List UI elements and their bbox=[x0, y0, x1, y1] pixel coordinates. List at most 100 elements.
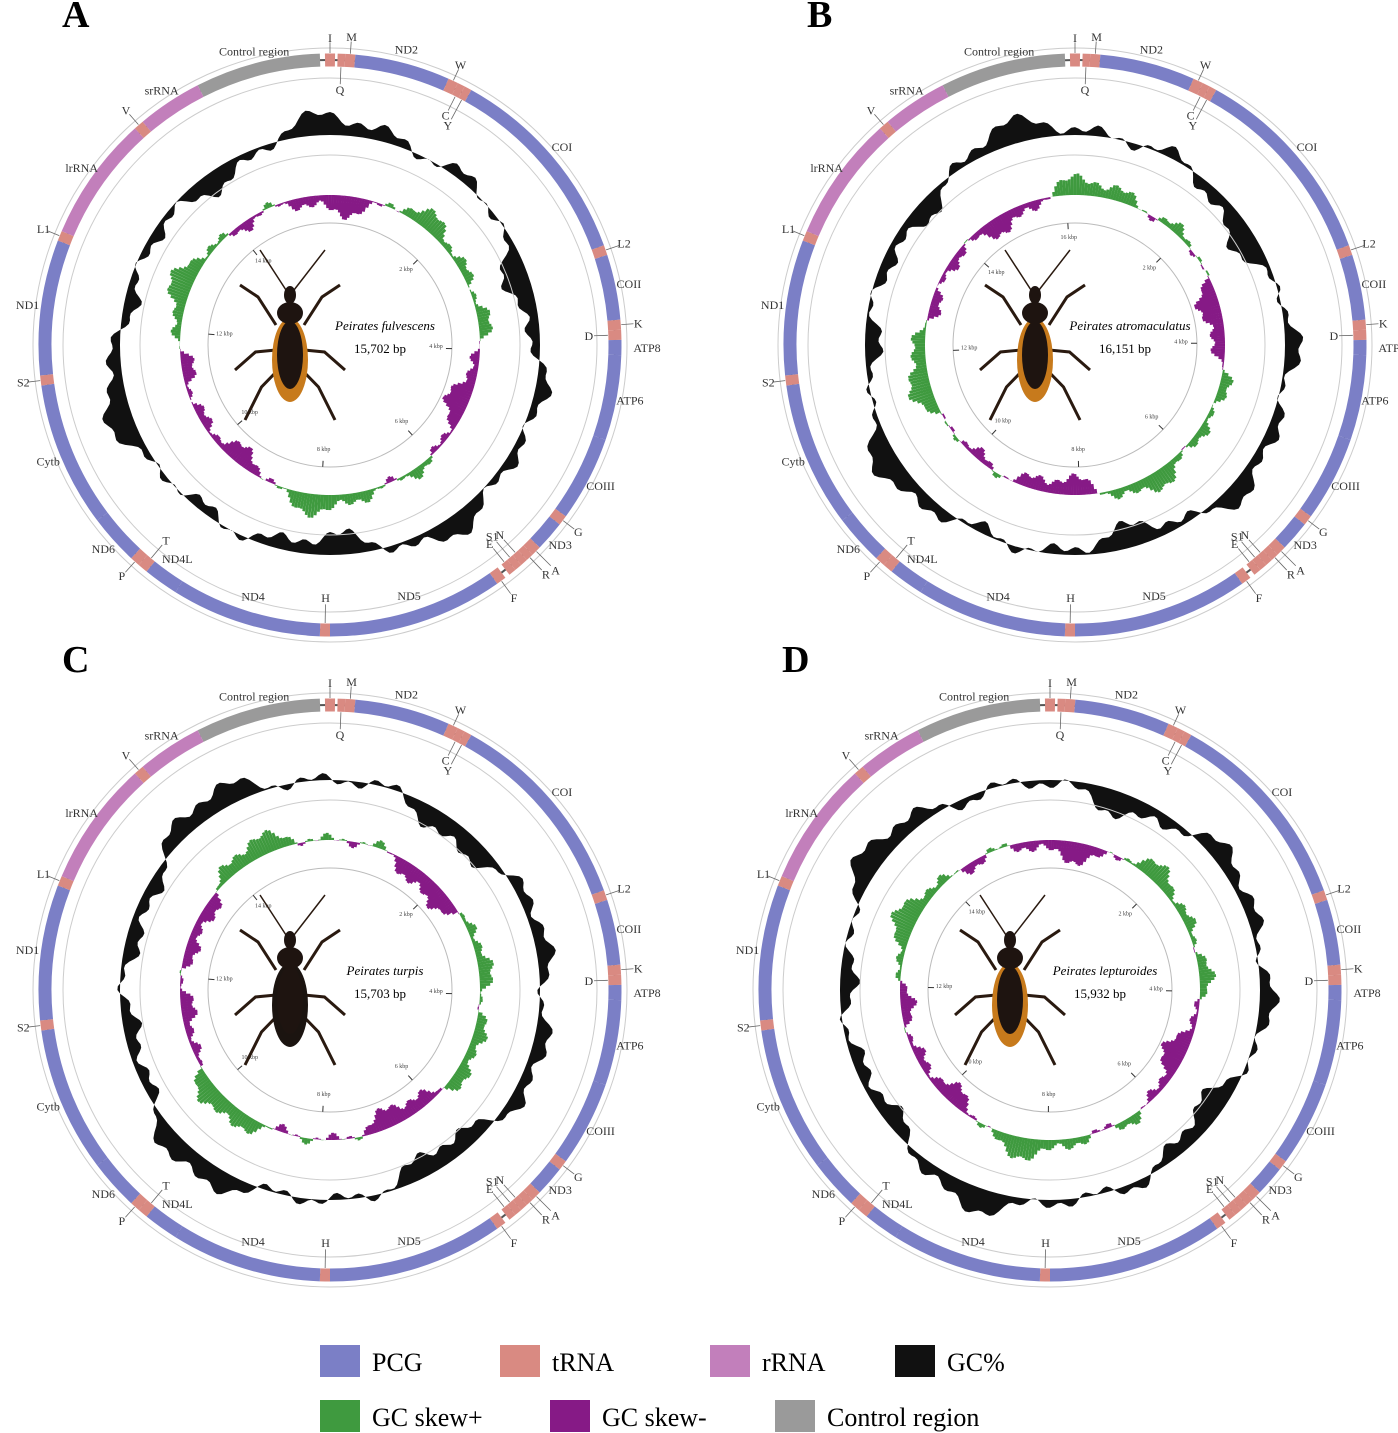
gc-skew bbox=[945, 270, 947, 271]
gc-skew bbox=[351, 494, 352, 505]
gc-skew bbox=[405, 475, 406, 477]
gc-skew bbox=[257, 214, 258, 216]
gene-t bbox=[1248, 1188, 1255, 1195]
gc-skew bbox=[896, 974, 901, 975]
legend-swatch bbox=[550, 1400, 590, 1432]
gene-r bbox=[788, 778, 860, 878]
gene-label: ATP6 bbox=[616, 1039, 643, 1053]
beetle-leg bbox=[304, 995, 345, 1015]
gc-skew bbox=[182, 964, 190, 965]
beetle-leg bbox=[1022, 1015, 1055, 1065]
gene-label: ATP8 bbox=[1353, 986, 1380, 1000]
gene-label: ND2 bbox=[395, 688, 418, 702]
scale-label: 4 kbp bbox=[1149, 987, 1163, 993]
gc-skew bbox=[1032, 841, 1033, 852]
gc-skew bbox=[479, 967, 493, 969]
gc-skew bbox=[1093, 1130, 1094, 1133]
gc-skew bbox=[1193, 255, 1195, 256]
gc-skew bbox=[969, 449, 971, 451]
gc-skew bbox=[276, 205, 277, 206]
gc-skew bbox=[901, 1010, 911, 1011]
label-leader bbox=[621, 969, 633, 970]
gc-skew bbox=[267, 479, 268, 481]
gc-skew bbox=[479, 973, 490, 974]
gc-skew bbox=[1067, 479, 1068, 495]
gc-skew bbox=[1192, 1028, 1195, 1029]
legend-swatch bbox=[710, 1345, 750, 1377]
gene-t bbox=[64, 879, 68, 888]
gc-skew bbox=[264, 209, 265, 210]
gc-skew bbox=[453, 257, 456, 259]
gc-skew bbox=[312, 196, 313, 207]
gene-label: T bbox=[882, 1178, 890, 1192]
gc-skew bbox=[1070, 476, 1071, 495]
gene-t bbox=[523, 550, 528, 555]
genome-size: 15,932 bp bbox=[1074, 986, 1126, 1001]
gc-skew bbox=[348, 494, 349, 505]
scale-tick bbox=[413, 905, 417, 909]
gc-skew bbox=[951, 876, 952, 877]
gc-skew bbox=[1143, 210, 1144, 211]
gc-skew bbox=[1210, 335, 1225, 336]
gene-label: COI bbox=[552, 785, 573, 799]
gc-skew bbox=[944, 272, 946, 273]
gene-p bbox=[330, 1223, 493, 1275]
gc-skew bbox=[1105, 851, 1106, 854]
gene-t bbox=[784, 879, 788, 888]
gene-label: ND4 bbox=[961, 1235, 984, 1249]
gene-label: ND6 bbox=[812, 1187, 835, 1201]
gc-skew bbox=[400, 211, 401, 212]
gc-skew bbox=[210, 434, 212, 435]
scale-tick bbox=[408, 431, 412, 435]
gc-skew bbox=[471, 355, 480, 356]
panel-label: D bbox=[782, 639, 809, 681]
gene-label: S2 bbox=[17, 376, 30, 390]
gc-skew bbox=[189, 395, 192, 396]
beetle-leg bbox=[245, 1015, 278, 1065]
gene-p bbox=[1321, 902, 1334, 965]
gene-p bbox=[561, 438, 600, 513]
beetle-leg bbox=[1049, 350, 1090, 370]
gc-skew bbox=[1145, 211, 1146, 212]
gc-skew bbox=[897, 960, 903, 961]
gc-skew bbox=[304, 197, 305, 204]
beetle-head bbox=[1029, 286, 1041, 304]
gc-skew bbox=[952, 430, 954, 432]
gc-skew bbox=[993, 848, 994, 851]
gene-t bbox=[1343, 248, 1346, 257]
gc-skew bbox=[1129, 861, 1130, 863]
gc-skew bbox=[1005, 844, 1006, 847]
gc-skew bbox=[461, 915, 464, 917]
scale-label: 4 kbp bbox=[429, 344, 443, 350]
gc-skew bbox=[901, 1007, 914, 1009]
scale-label: 8 kbp bbox=[317, 447, 331, 453]
gene-t bbox=[1231, 1205, 1237, 1210]
label-leader bbox=[451, 100, 461, 119]
gc-skew bbox=[916, 363, 926, 364]
gc-skew bbox=[907, 1035, 911, 1036]
gc-skew bbox=[957, 871, 958, 872]
gene-p bbox=[1281, 1083, 1320, 1158]
label-leader bbox=[502, 1226, 511, 1238]
gene-label: lrRNA bbox=[810, 161, 843, 175]
gc-skew bbox=[1080, 176, 1081, 195]
label-leader bbox=[1341, 969, 1353, 970]
gc-skew bbox=[984, 855, 985, 858]
gc-skew bbox=[953, 435, 955, 436]
legend-label: GC skew- bbox=[602, 1403, 707, 1432]
gc-skew bbox=[912, 336, 926, 337]
gene-t bbox=[528, 543, 535, 550]
gc-skew bbox=[1148, 1099, 1151, 1102]
gc-skew bbox=[1092, 484, 1093, 494]
species-name: Peirates turpis bbox=[346, 963, 424, 978]
gene-t bbox=[1200, 89, 1207, 92]
gc-skew bbox=[480, 981, 493, 982]
gc-skew bbox=[908, 1037, 913, 1039]
gc-skew bbox=[395, 855, 396, 857]
gc-skew bbox=[172, 328, 180, 329]
gene-label: E bbox=[1206, 1182, 1213, 1196]
gene-label: ND6 bbox=[92, 1187, 115, 1201]
gene-c bbox=[201, 60, 320, 91]
gene-label: Cytb bbox=[757, 1100, 780, 1114]
gene-label: G bbox=[1319, 525, 1328, 539]
